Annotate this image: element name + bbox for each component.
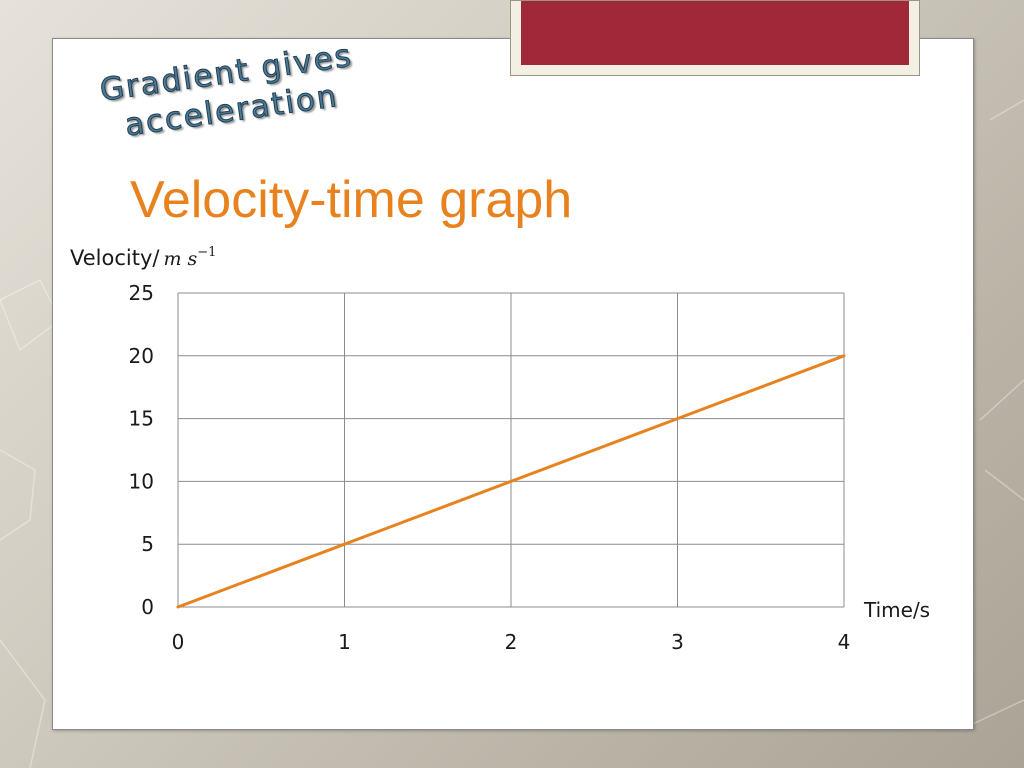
y-axis-unit-text: m s bbox=[163, 248, 198, 270]
y-tick-label-5: 5 bbox=[141, 532, 154, 556]
y-tick-label-25: 25 bbox=[129, 281, 154, 305]
accent-banner bbox=[510, 0, 920, 76]
y-tick-label-10: 10 bbox=[129, 469, 154, 493]
y-tick-label-20: 20 bbox=[129, 344, 154, 368]
y-axis-unit: m s−1 bbox=[163, 244, 217, 270]
x-tick-label-3: 3 bbox=[671, 630, 684, 654]
y-axis-label-text: Velocity/ bbox=[70, 246, 160, 270]
x-tick-label-0: 0 bbox=[172, 630, 185, 654]
slide-title: Velocity-time graph bbox=[130, 171, 573, 229]
grid-layer bbox=[177, 292, 845, 608]
series-layer bbox=[176, 354, 846, 609]
y-axis-label: Velocity/m s−1 bbox=[70, 244, 217, 270]
y-tick-label-0: 0 bbox=[141, 595, 154, 619]
y-tick-label-15: 15 bbox=[129, 407, 154, 431]
x-tick-label-4: 4 bbox=[838, 630, 851, 654]
accent-banner-fill bbox=[521, 1, 909, 65]
label-layer: 0 5 10 15 20 25 0 1 2 3 4 Time/s bbox=[129, 281, 931, 654]
x-tick-label-1: 1 bbox=[338, 630, 351, 654]
x-axis-label: Time/s bbox=[863, 598, 930, 622]
y-axis-unit-exponent: −1 bbox=[197, 244, 217, 260]
x-tick-label-2: 2 bbox=[505, 630, 518, 654]
slide-panel bbox=[52, 38, 974, 730]
